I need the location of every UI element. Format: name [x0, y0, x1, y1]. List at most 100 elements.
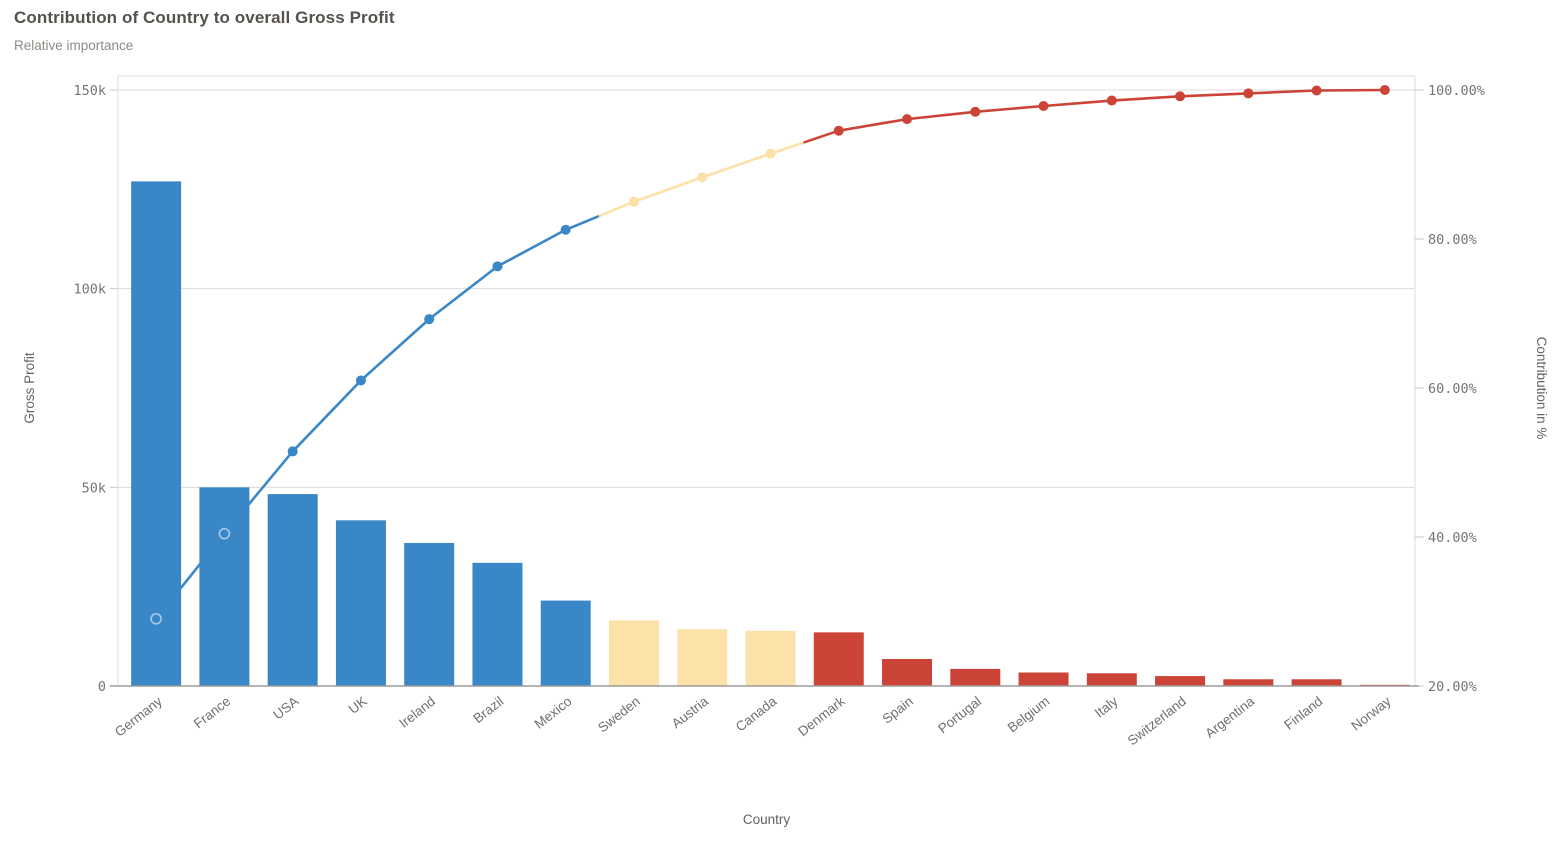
cumulative-line-segment: [803, 129, 841, 144]
x-tick-label-brazil: Brazil: [470, 694, 506, 727]
x-tick-label-belgium: Belgium: [1005, 694, 1053, 736]
cumulative-point-switzerland[interactable]: [1175, 91, 1186, 102]
cumulative-point-usa[interactable]: [287, 446, 298, 457]
cumulative-point-norway[interactable]: [1379, 85, 1390, 95]
x-tick-label-italy: Italy: [1092, 693, 1121, 720]
x-tick-label-mexico: Mexico: [532, 694, 575, 732]
cumulative-line-segment: [769, 140, 806, 155]
cumulative-line-segment: [837, 117, 909, 132]
x-tick-label-argentina: Argentina: [1202, 693, 1257, 741]
cumulative-point-brazil[interactable]: [492, 261, 503, 272]
x-tick-label-group: Argentina: [1202, 693, 1257, 741]
x-tick-label-group: Brazil: [470, 694, 506, 727]
x-tick-label-group: Portugal: [935, 694, 984, 737]
cumulative-point-uk[interactable]: [355, 375, 366, 386]
x-tick-label-canada: Canada: [733, 693, 780, 734]
cumulative-line-segment: [1042, 99, 1114, 108]
x-tick-label-group: Sweden: [595, 694, 643, 736]
cumulative-line-segment: [905, 110, 977, 121]
bar-canada[interactable]: [745, 630, 796, 686]
x-tick-label-uk: UK: [346, 694, 370, 717]
bar-uk[interactable]: [335, 520, 386, 686]
y-right-tick-label: 100.00%: [1428, 83, 1485, 99]
x-tick-label-switzerland: Switzerland: [1125, 694, 1189, 749]
cumulative-line-segment: [564, 214, 602, 232]
x-tick-label-germany: Germany: [112, 693, 165, 739]
cumulative-point-ireland[interactable]: [424, 314, 435, 325]
bar-italy[interactable]: [1086, 673, 1137, 686]
x-tick-label-group: Finland: [1281, 694, 1325, 733]
x-tick-label-usa: USA: [270, 694, 301, 723]
cumulative-point-canada[interactable]: [765, 148, 776, 159]
y-right-axis-title: Contribution in %: [1534, 337, 1549, 440]
bar-austria[interactable]: [677, 629, 728, 686]
cumulative-line-segment: [598, 200, 636, 218]
y-left-axis-title: Gross Profit: [22, 352, 37, 424]
x-tick-label-group: UK: [346, 694, 370, 717]
cumulative-point-sweden[interactable]: [628, 196, 639, 207]
bar-ireland[interactable]: [404, 542, 455, 686]
x-axis-title: Country: [743, 812, 791, 827]
bar-usa[interactable]: [267, 494, 318, 686]
x-tick-label-norway: Norway: [1348, 693, 1393, 733]
x-tick-label-spain: Spain: [879, 694, 915, 727]
cumulative-point-spain[interactable]: [902, 114, 913, 125]
cumulative-point-italy[interactable]: [1106, 95, 1117, 106]
x-tick-label-sweden: Sweden: [595, 694, 643, 736]
bar-mexico[interactable]: [540, 600, 591, 686]
y-left-tick-label: 50k: [82, 480, 106, 496]
cumulative-point-belgium[interactable]: [1038, 101, 1049, 112]
cumulative-point-portugal[interactable]: [970, 106, 981, 117]
cumulative-point-france[interactable]: [218, 527, 231, 540]
bar-switzerland[interactable]: [1155, 676, 1206, 686]
bar-portugal[interactable]: [950, 668, 1001, 686]
bar-argentina[interactable]: [1223, 679, 1274, 686]
cumulative-line-segment: [496, 228, 568, 268]
cumulative-point-finland[interactable]: [1311, 85, 1322, 96]
cumulative-point-germany[interactable]: [150, 612, 162, 625]
bar-finland[interactable]: [1291, 679, 1342, 686]
cumulative-line-segment: [427, 265, 499, 321]
x-tick-label-portugal: Portugal: [935, 694, 984, 737]
cumulative-point-denmark[interactable]: [833, 125, 844, 136]
cumulative-line-segment: [1110, 94, 1182, 102]
x-tick-label-finland: Finland: [1281, 694, 1325, 733]
x-tick-label-group: France: [191, 694, 233, 732]
y-right-axis-title-group: Contribution in %: [1534, 337, 1549, 440]
cumulative-line-segment: [632, 176, 704, 203]
cumulative-line-segment: [1178, 92, 1250, 98]
cumulative-point-austria[interactable]: [697, 172, 708, 183]
y-right-tick-label: 80.00%: [1428, 232, 1477, 248]
x-tick-label-group: Denmark: [795, 693, 848, 739]
bar-brazil[interactable]: [472, 562, 523, 686]
x-tick-label-denmark: Denmark: [795, 693, 848, 739]
y-left-axis-title-group: Gross Profit: [22, 352, 37, 424]
x-tick-label-austria: Austria: [669, 693, 712, 731]
x-tick-label-group: Canada: [733, 693, 780, 734]
y-left-tick-label: 150k: [73, 83, 106, 99]
bar-spain[interactable]: [882, 658, 933, 686]
x-tick-label-group: Norway: [1348, 693, 1393, 733]
bar-denmark[interactable]: [813, 632, 864, 686]
cumulative-point-argentina[interactable]: [1243, 88, 1254, 99]
x-tick-label-group: Spain: [879, 694, 915, 727]
cumulative-line-segment: [1247, 89, 1318, 95]
x-tick-label-group: Belgium: [1005, 694, 1053, 736]
chart-subtitle: Relative importance: [14, 38, 134, 53]
y-right-tick-label: 40.00%: [1428, 530, 1477, 546]
cumulative-point-mexico[interactable]: [560, 224, 571, 235]
bar-france[interactable]: [199, 487, 250, 686]
bar-germany[interactable]: [131, 181, 182, 687]
bar-belgium[interactable]: [1018, 672, 1069, 686]
y-left-tick-label: 100k: [73, 282, 106, 298]
x-tick-label-group: USA: [270, 694, 301, 723]
cumulative-line-segment: [973, 104, 1045, 114]
x-tick-label-group: Germany: [112, 693, 165, 739]
x-tick-label-group: Ireland: [396, 694, 438, 731]
y-left-tick-label: 0: [98, 679, 106, 695]
y-right-tick-label: 60.00%: [1428, 381, 1477, 397]
cumulative-line-segment: [700, 152, 772, 179]
bar-sweden[interactable]: [608, 620, 659, 686]
